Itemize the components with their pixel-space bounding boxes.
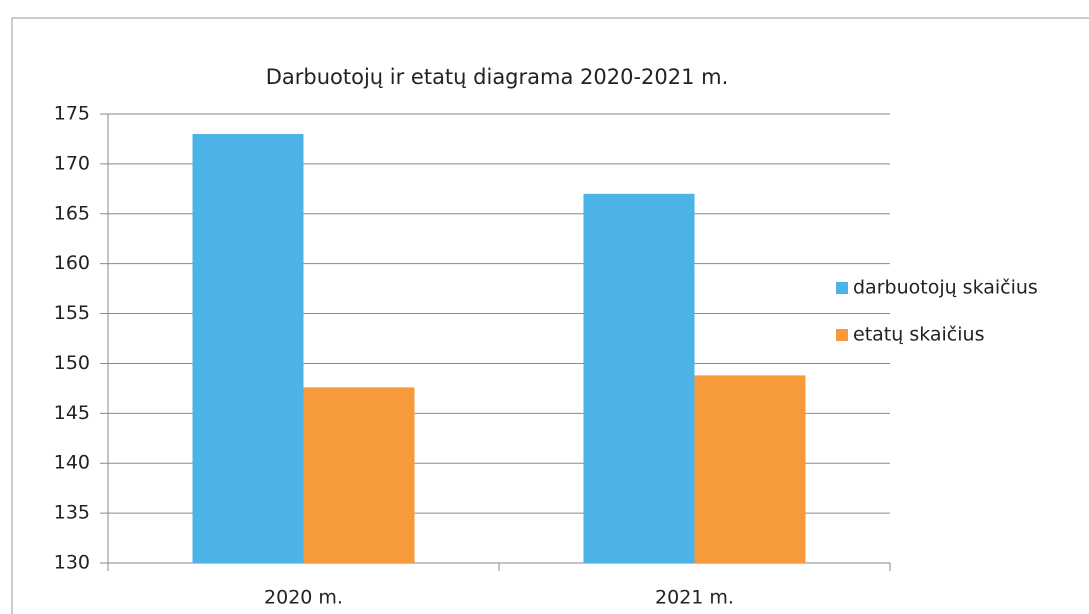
legend-swatch <box>836 329 848 341</box>
y-tick-label: 155 <box>54 302 90 324</box>
bar <box>694 375 806 563</box>
y-tick-label: 150 <box>54 352 90 374</box>
y-tick-label: 165 <box>54 202 90 224</box>
x-tick-label: 2020 m. <box>264 587 343 609</box>
y-tick-label: 140 <box>54 452 90 474</box>
y-tick-label: 160 <box>54 252 90 274</box>
bar <box>192 133 304 563</box>
x-tick-label: 2021 m. <box>655 587 734 609</box>
chart-title: Darbuotojų ir etatų diagrama 2020-2021 m… <box>266 65 729 89</box>
legend-label: darbuotojų skaičius <box>853 277 1038 299</box>
bar <box>303 387 415 563</box>
chart-frame <box>11 17 1089 614</box>
y-tick-label: 170 <box>54 152 90 174</box>
y-tick-label: 145 <box>54 402 90 424</box>
y-tick-label: 175 <box>54 103 90 125</box>
y-tick-label: 130 <box>54 552 90 574</box>
legend-swatch <box>836 282 848 294</box>
y-tick-label: 135 <box>54 502 90 524</box>
legend-label: etatų skaičius <box>853 324 984 346</box>
bar <box>583 193 695 564</box>
